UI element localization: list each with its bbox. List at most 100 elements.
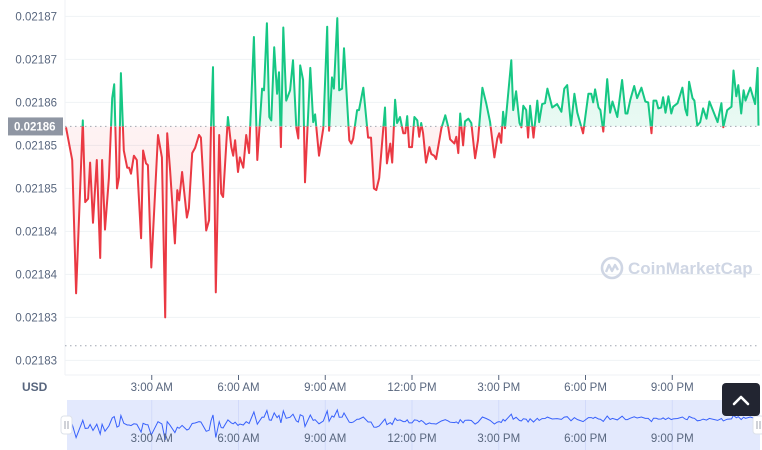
data-point bbox=[83, 200, 87, 204]
data-point bbox=[488, 120, 492, 124]
data-point bbox=[695, 124, 699, 128]
data-point bbox=[255, 158, 259, 162]
data-point bbox=[313, 112, 317, 116]
data-point bbox=[461, 143, 465, 147]
data-point bbox=[736, 83, 740, 87]
data-point bbox=[669, 112, 673, 116]
data-point bbox=[342, 46, 346, 50]
data-point bbox=[610, 99, 614, 103]
data-point bbox=[562, 87, 566, 91]
data-point bbox=[650, 131, 654, 135]
data-point bbox=[160, 155, 164, 159]
data-point bbox=[103, 228, 107, 232]
y-tick-label: 0.02185 bbox=[15, 183, 57, 195]
data-point bbox=[275, 92, 279, 96]
data-point bbox=[598, 108, 602, 112]
data-point bbox=[127, 166, 131, 170]
data-point bbox=[385, 161, 389, 165]
data-point bbox=[593, 87, 597, 91]
data-point bbox=[716, 120, 720, 124]
x-tick-label: 12:00 PM bbox=[387, 382, 436, 394]
range-navigator[interactable]: 3:00 AM 6:00 AM 9:00 AM 12:00 PM 3:00 PM 6:00… bbox=[60, 400, 762, 450]
data-point bbox=[698, 120, 702, 124]
data-point bbox=[351, 136, 355, 140]
data-point bbox=[129, 172, 133, 176]
data-point bbox=[524, 108, 528, 112]
data-point bbox=[241, 166, 245, 170]
data-point bbox=[221, 195, 225, 199]
data-point bbox=[454, 135, 458, 139]
data-point bbox=[559, 110, 563, 114]
data-point bbox=[311, 120, 315, 124]
data-point bbox=[480, 86, 484, 90]
data-point bbox=[252, 35, 256, 39]
scroll-top-button[interactable] bbox=[722, 383, 760, 416]
data-point bbox=[135, 158, 139, 162]
data-point bbox=[535, 99, 539, 103]
data-point bbox=[190, 151, 194, 155]
data-point bbox=[458, 112, 462, 116]
data-point bbox=[236, 170, 240, 174]
data-point bbox=[419, 121, 423, 125]
data-point bbox=[685, 113, 689, 117]
data-point bbox=[744, 99, 748, 103]
data-point bbox=[262, 88, 266, 92]
data-point bbox=[432, 154, 436, 158]
area-above-baseline bbox=[66, 18, 759, 127]
data-point bbox=[410, 145, 414, 149]
y-tick-label: 0.02187 bbox=[15, 11, 57, 23]
data-point bbox=[294, 125, 298, 129]
data-point bbox=[405, 114, 409, 118]
coinmarketcap-logo-icon bbox=[600, 256, 624, 280]
price-series bbox=[65, 16, 761, 319]
navigator-tick-label: 6:00 PM bbox=[564, 433, 607, 445]
data-point bbox=[424, 161, 428, 165]
data-point bbox=[742, 88, 746, 92]
data-point bbox=[511, 108, 515, 112]
data-point bbox=[463, 119, 467, 123]
x-axis: 3:00 AM 6:00 AM 9:00 AM 12:00 PM 3:00 PM 6:00… bbox=[131, 375, 694, 394]
x-tick-label: 6:00 PM bbox=[564, 382, 607, 394]
data-point bbox=[452, 142, 456, 146]
data-point bbox=[528, 104, 532, 108]
data-point bbox=[199, 136, 203, 140]
data-point bbox=[296, 136, 300, 140]
data-point bbox=[731, 69, 735, 73]
data-point bbox=[628, 98, 632, 102]
currency-unit-label: USD bbox=[22, 380, 48, 394]
data-point bbox=[427, 145, 431, 149]
data-point bbox=[676, 101, 680, 105]
watermark: CoinMarketCap bbox=[600, 256, 753, 280]
data-point bbox=[383, 106, 387, 110]
current-price-label: 0.02186 bbox=[8, 117, 63, 136]
data-point bbox=[180, 170, 184, 174]
navigator-tick-label: 3:00 PM bbox=[477, 433, 520, 445]
data-point bbox=[204, 229, 208, 233]
data-point bbox=[543, 101, 547, 105]
data-point bbox=[501, 110, 505, 114]
data-point bbox=[393, 98, 397, 102]
data-point bbox=[209, 125, 213, 129]
data-point bbox=[165, 131, 169, 135]
data-point bbox=[272, 45, 276, 49]
data-point bbox=[495, 136, 499, 140]
data-point bbox=[692, 99, 696, 103]
data-point bbox=[308, 66, 312, 70]
data-point bbox=[434, 157, 438, 161]
navigator-tick-label: 9:00 PM bbox=[651, 433, 694, 445]
data-point bbox=[98, 256, 102, 260]
navigator-left-handle[interactable] bbox=[60, 415, 73, 435]
y-axis: 0.02187 0.02187 0.02186 0.02185 0.02185 0.021… bbox=[15, 11, 57, 367]
data-point bbox=[757, 124, 761, 128]
y-tick-label: 0.02183 bbox=[15, 355, 57, 367]
data-point bbox=[156, 133, 160, 137]
data-point bbox=[284, 99, 288, 103]
data-point bbox=[335, 16, 339, 20]
data-point bbox=[115, 186, 119, 190]
navigator-right-handle[interactable] bbox=[752, 415, 762, 435]
navigator-selection[interactable] bbox=[67, 400, 760, 450]
data-point bbox=[517, 121, 521, 125]
data-point bbox=[499, 141, 503, 145]
data-point bbox=[654, 99, 658, 103]
data-point bbox=[193, 146, 197, 150]
